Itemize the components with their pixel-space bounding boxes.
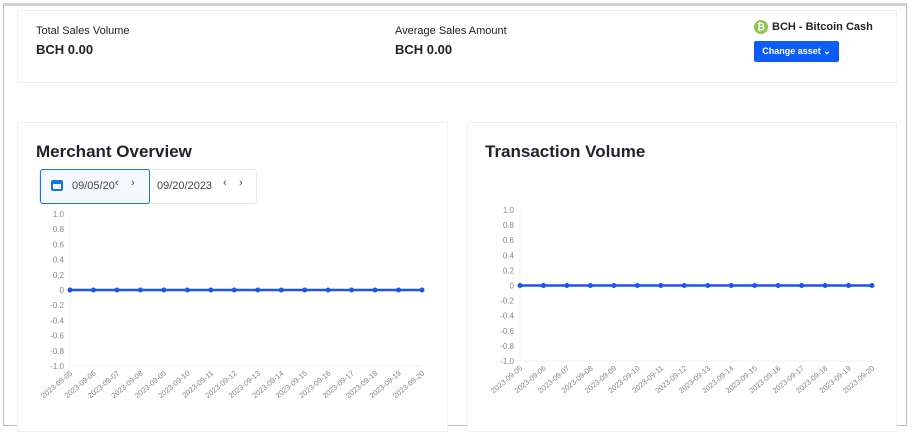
y-tick-label: 0 (510, 282, 515, 291)
total-sales-volume-label: Total Sales Volume (36, 25, 130, 37)
average-sales-amount-label: Average Sales Amount (395, 25, 507, 37)
data-point (349, 287, 355, 293)
date-range-picker: 09/05/20 ‹ › 09/20/2023 ‹ › (39, 169, 257, 204)
asset-name: BCH - Bitcoin Cash (772, 21, 873, 33)
selected-asset: ₿ BCH - Bitcoin Cash (754, 20, 873, 34)
y-tick-label: -0.2 (500, 297, 514, 306)
data-point (846, 283, 852, 288)
bitcoin-cash-icon: ₿ (754, 20, 768, 34)
data-point (161, 287, 167, 293)
data-point (822, 283, 828, 288)
data-point (325, 287, 331, 293)
data-point (564, 283, 570, 288)
y-tick-label: 0.6 (503, 236, 515, 245)
window-frame (3, 3, 907, 426)
y-tick-label: 1.0 (53, 210, 65, 219)
y-tick-label: -0.8 (500, 342, 514, 351)
chevron-right-icon[interactable]: › (239, 177, 243, 189)
y-tick-label: 0.6 (53, 240, 65, 249)
summary-card (17, 10, 897, 83)
data-point (302, 287, 308, 293)
chevron-left-icon[interactable]: ‹ (223, 177, 227, 189)
total-sales-volume-value: BCH 0.00 (36, 42, 94, 57)
y-tick-label: 0.2 (503, 266, 515, 275)
y-tick-label: -1.0 (50, 362, 64, 371)
data-point (67, 287, 73, 293)
y-tick-label: 0.8 (503, 221, 515, 230)
data-point (658, 283, 664, 288)
transaction-volume-chart: 1.00.80.60.40.20-0.2-0.4-0.6-0.8-1.02023… (489, 206, 876, 395)
data-point (681, 283, 687, 288)
data-point (278, 287, 284, 293)
data-point (396, 287, 402, 293)
data-point (184, 287, 190, 293)
y-tick-label: 1.0 (503, 206, 515, 215)
data-point (208, 287, 214, 293)
data-point (752, 283, 758, 288)
y-tick-label: -0.4 (500, 312, 514, 321)
y-tick-label: -0.2 (50, 301, 64, 310)
data-point (587, 283, 593, 288)
y-tick-label: -0.8 (50, 347, 64, 356)
data-point (419, 287, 425, 293)
y-tick-label: 0 (60, 286, 65, 295)
transaction-volume-title: Transaction Volume (485, 142, 646, 161)
data-point (114, 287, 120, 293)
chevron-left-icon[interactable]: ‹ (115, 177, 119, 189)
y-tick-label: 0.4 (503, 251, 515, 260)
data-point (799, 283, 805, 288)
data-point (540, 283, 546, 288)
y-tick-label: 0.2 (53, 271, 65, 280)
start-date-field[interactable]: 09/05/20 ‹ › (40, 169, 150, 204)
y-tick-label: 0.4 (53, 256, 65, 265)
data-point (372, 287, 378, 293)
y-tick-label: -1.0 (500, 357, 514, 366)
data-point (231, 287, 237, 293)
chevron-right-icon[interactable]: › (131, 177, 135, 189)
data-point (255, 287, 261, 293)
merchant-overview-chart: 1.00.80.60.40.20-0.2-0.4-0.6-0.8-1.02023… (39, 210, 426, 400)
merchant-overview-title: Merchant Overview (36, 142, 192, 161)
transaction-volume-card (467, 122, 897, 432)
calendar-icon (51, 180, 63, 191)
data-point (869, 283, 875, 288)
y-tick-label: -0.6 (500, 327, 514, 336)
data-point (137, 287, 143, 293)
data-point (611, 283, 617, 288)
start-date-value: 09/05/20 (72, 180, 115, 192)
y-tick-label: -0.4 (50, 316, 64, 325)
average-sales-amount-value: BCH 0.00 (395, 42, 453, 57)
end-date-value[interactable]: 09/20/2023 (157, 180, 213, 192)
data-point (517, 283, 523, 288)
change-asset-button[interactable]: Change asset ⌄ (754, 41, 839, 62)
y-tick-label: 0.8 (53, 225, 65, 234)
y-tick-label: -0.6 (50, 332, 64, 341)
data-point (728, 283, 734, 288)
data-point (634, 283, 640, 288)
data-point (90, 287, 96, 293)
data-point (775, 283, 781, 288)
data-point (705, 283, 711, 288)
